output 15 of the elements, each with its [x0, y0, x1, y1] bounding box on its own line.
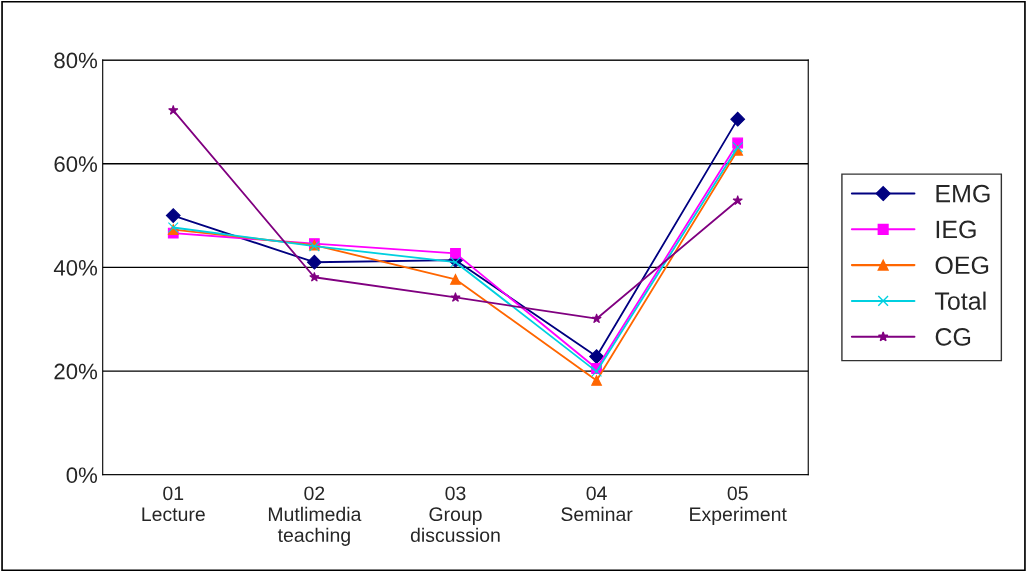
- legend-label: OEG: [935, 256, 989, 275]
- y-tick-label: 60%: [54, 156, 98, 173]
- y-tick-label: 40%: [53, 259, 98, 276]
- x-tick-label: 03 Group discussion: [410, 486, 500, 543]
- x-tick-label: 01 Lecture: [142, 486, 205, 522]
- x-tick-label: 02 Mutlimedia teaching: [268, 486, 362, 546]
- x-tick-label: 04 Seminar: [561, 486, 633, 522]
- legend-label: Total: [934, 291, 986, 310]
- y-tick-label: 80%: [54, 52, 98, 69]
- y-tick-label: 20%: [54, 363, 98, 380]
- y-tick-label: 0%: [66, 467, 98, 484]
- legend-label: IEG: [936, 220, 976, 239]
- legend-label: EMG: [936, 184, 990, 203]
- x-tick-label: 05 Experiment: [690, 486, 787, 525]
- legend-label: CG: [935, 328, 971, 346]
